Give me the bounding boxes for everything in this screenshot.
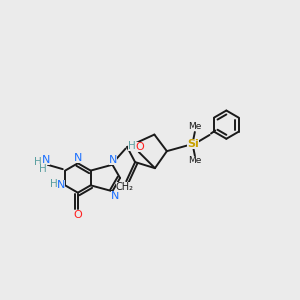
Text: Me: Me [188, 122, 202, 131]
Text: Me: Me [188, 156, 202, 165]
Text: CH₂: CH₂ [116, 182, 134, 191]
Text: H: H [50, 179, 58, 189]
Text: O: O [74, 210, 82, 220]
Text: H: H [128, 141, 136, 151]
Text: H: H [34, 157, 42, 167]
Text: Si: Si [188, 139, 199, 149]
Text: N: N [57, 180, 65, 190]
Text: N: N [42, 155, 50, 165]
Text: H: H [39, 164, 47, 173]
Text: O: O [136, 142, 145, 152]
Text: N: N [109, 155, 117, 165]
Text: N: N [74, 153, 83, 163]
Text: N: N [111, 190, 119, 201]
